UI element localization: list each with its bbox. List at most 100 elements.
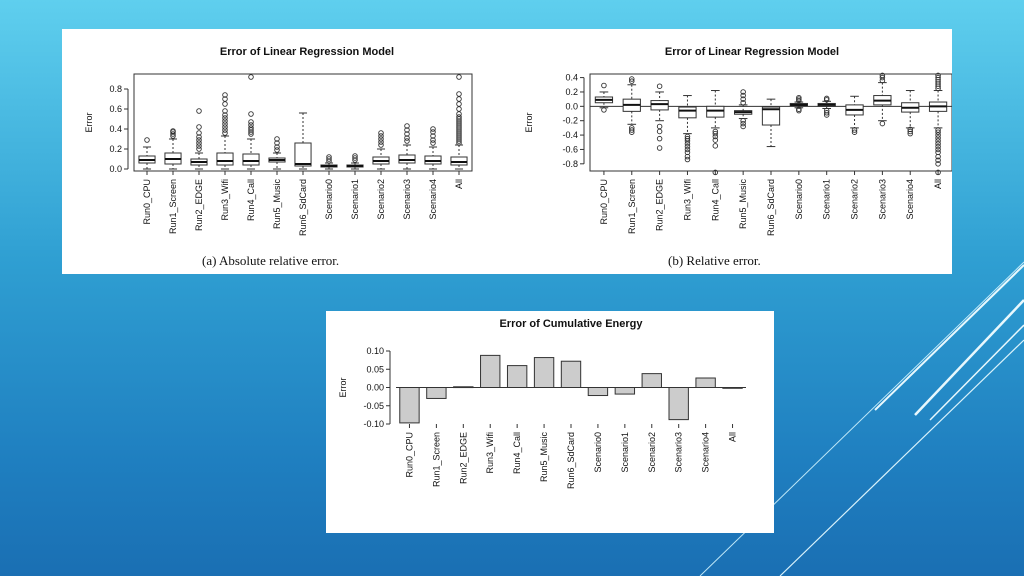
outlier-point — [274, 147, 280, 153]
box-Run3_Wifi — [216, 92, 234, 170]
outlier-point — [248, 129, 254, 135]
outlier-point — [326, 154, 332, 160]
y-tick-label: 0.4 — [109, 124, 122, 134]
cumulative-energy-bar-chart: Error of Cumulative Energy 0.10 0.05 0.00 -0… — [338, 318, 746, 489]
box-iqr — [294, 142, 312, 167]
outlier-point — [456, 124, 462, 130]
outlier-point — [907, 130, 913, 137]
box-Run1_Screen — [622, 76, 641, 135]
box-Run1_Screen — [164, 128, 182, 170]
y-tick-label: 0.00 — [366, 383, 384, 393]
x-tick-label: Run4_Call — [710, 179, 720, 221]
outlier-point — [935, 140, 941, 147]
x-tick-label: Run1_Screen — [168, 179, 178, 234]
y-tick-label: 0.10 — [366, 346, 384, 356]
box-Scenario0 — [789, 94, 808, 114]
outlier-point — [740, 117, 746, 124]
outlier-point — [935, 146, 941, 153]
x-tick-label: Run6_SdCard — [298, 179, 308, 236]
x-tick-label: All — [728, 432, 738, 442]
box-Run5_Music — [268, 136, 286, 170]
y-tick-label: -0.8 — [562, 159, 578, 169]
outlier-point — [907, 128, 913, 135]
outlier-point — [684, 138, 691, 144]
outlier-point — [222, 127, 228, 133]
outlier-point — [935, 143, 941, 150]
outlier-point — [456, 106, 462, 112]
outlier-point — [823, 110, 830, 116]
y-axis-label: Error — [84, 112, 94, 132]
box-Run6_SdCard — [294, 112, 312, 170]
box-Run5_Music — [734, 89, 753, 130]
box-Scenario2 — [845, 95, 864, 135]
x-tick-label: Scenario4 — [905, 179, 915, 220]
relative-error-boxplot: Error of Linear Regression Model 0.4 0.2 0.… — [524, 46, 952, 236]
outlier-point — [430, 126, 436, 132]
outlier-point — [196, 130, 202, 136]
bar-Run0_CPU — [399, 387, 420, 424]
absolute-error-boxplot: Error of Linear Regression Model 0.0 0.2 0.… — [84, 46, 473, 236]
x-tick-label: Run6_SdCard — [766, 179, 776, 236]
x-tick-label: Scenario3 — [877, 179, 887, 220]
outlier-point — [326, 158, 332, 164]
outlier-point — [656, 83, 663, 89]
outlier-point — [404, 131, 410, 137]
outlier-point — [222, 130, 228, 136]
outlier-point — [935, 74, 941, 81]
outlier-point — [712, 133, 719, 140]
outlier-point — [274, 140, 280, 146]
x-tick-label: Scenario0 — [593, 432, 603, 473]
bar-Run5_Music — [533, 357, 555, 388]
outlier-point — [935, 72, 941, 79]
box-Run6_SdCard — [761, 98, 781, 148]
outlier-point — [248, 74, 254, 80]
outlier-point — [456, 91, 462, 97]
outlier-point — [222, 121, 228, 127]
outlier-point — [456, 111, 462, 117]
outlier-point — [248, 111, 254, 117]
outlier-point — [851, 127, 858, 133]
outlier-point — [248, 119, 254, 125]
outlier-point — [456, 74, 462, 80]
outlier-point — [196, 146, 202, 152]
box-iqr — [216, 152, 234, 166]
outlier-point — [326, 156, 332, 162]
outlier-point — [796, 94, 802, 101]
bottom-figure-panel: Error of Cumulative Energy 0.10 0.05 0.00 -0… — [326, 311, 774, 533]
box-Run2_EDGE — [650, 83, 669, 151]
outlier-point — [222, 112, 228, 118]
outlier-point — [935, 153, 941, 160]
outlier-point — [456, 96, 462, 102]
outlier-point — [656, 128, 663, 135]
box-iqr — [242, 153, 260, 166]
x-tick-label: Run2_EDGE — [194, 179, 204, 231]
outlier-point — [222, 92, 228, 98]
bar-Scenario1 — [614, 387, 636, 395]
outlier-point — [430, 133, 436, 139]
outlier-point — [352, 153, 358, 159]
x-tick-label: Run2_EDGE — [655, 179, 665, 231]
outlier-point — [222, 101, 228, 107]
outlier-point — [629, 129, 635, 135]
outlier-point — [629, 78, 635, 84]
y-tick-label: -0.4 — [562, 130, 578, 140]
bar-Scenario4 — [695, 377, 716, 389]
x-tick-label: Run4_Call — [512, 432, 522, 474]
box-Scenario1 — [346, 153, 364, 170]
outlier-point — [712, 137, 719, 143]
outlier-point — [935, 138, 941, 144]
outlier-point — [378, 139, 384, 145]
outlier-point — [170, 131, 176, 137]
outlier-point — [684, 153, 691, 160]
outlier-point — [274, 136, 280, 142]
box-iqr — [650, 100, 669, 111]
outlier-point — [352, 155, 358, 161]
outlier-point — [601, 107, 607, 113]
y-tick-label: 0.4 — [565, 73, 578, 83]
box-Run2_EDGE — [190, 108, 208, 170]
outlier-point — [656, 135, 663, 142]
outlier-point — [196, 143, 202, 149]
x-tick-label: Run4_Call — [246, 179, 256, 221]
outlier-point — [712, 143, 719, 149]
outlier-point — [796, 107, 802, 114]
